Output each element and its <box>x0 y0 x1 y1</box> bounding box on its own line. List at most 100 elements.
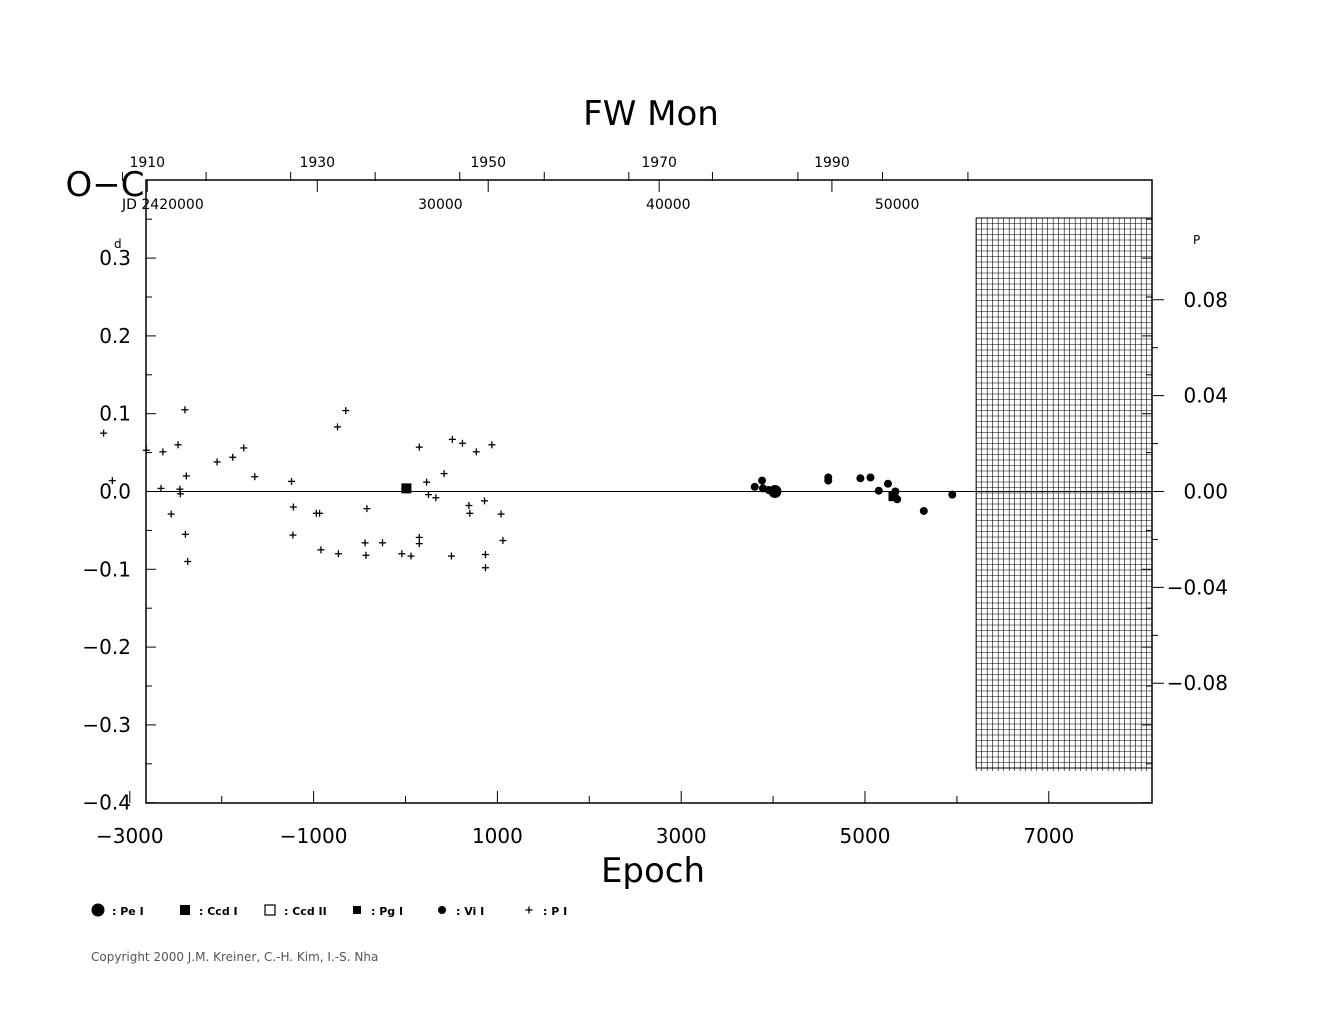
data-point <box>289 503 297 511</box>
data-point <box>181 530 189 538</box>
legend-label: : Pe I <box>112 905 144 918</box>
x-tick-label: 5000 <box>840 824 891 848</box>
x-axis-label: Epoch <box>601 851 705 891</box>
data-point <box>182 472 190 480</box>
legend-label: : Vi I <box>456 905 484 918</box>
legend-marker <box>525 906 533 914</box>
jd-label: JD 2420000 <box>121 197 204 213</box>
year-tick-label: 1950 <box>470 155 506 171</box>
data-point <box>488 441 496 449</box>
y-tick-label: −0.4 <box>82 791 131 815</box>
y-tick-label: 0.2 <box>99 324 131 348</box>
data-point <box>768 485 782 498</box>
data-point <box>333 423 341 431</box>
jd-label: 50000 <box>875 197 920 213</box>
y-tick-label: 0.1 <box>99 402 131 426</box>
data-point <box>159 448 167 456</box>
data-point <box>213 458 221 466</box>
data-point <box>424 491 432 499</box>
data-point <box>497 510 505 518</box>
year-tick-label: 1990 <box>814 155 850 171</box>
data-point <box>448 435 456 443</box>
data-point <box>874 486 883 495</box>
data-point <box>415 540 423 548</box>
right-tick-label: −0.08 <box>1167 671 1228 695</box>
legend-label: : Pg I <box>371 905 403 918</box>
data-point <box>316 509 324 517</box>
data-point <box>481 564 489 572</box>
right-tick-label: 0.04 <box>1183 384 1228 408</box>
data-point <box>317 546 325 554</box>
data-point <box>289 531 297 539</box>
data-point <box>251 473 259 481</box>
data-point <box>288 477 296 485</box>
x-tick-label: −3000 <box>96 824 164 848</box>
future-region-grid <box>975 217 1153 771</box>
data-point <box>465 502 473 510</box>
year-tick-label: 1930 <box>299 155 335 171</box>
data-point <box>750 482 759 491</box>
data-point <box>432 494 440 502</box>
chart-title: FW Mon <box>583 94 719 134</box>
data-point <box>362 551 370 559</box>
data-point <box>181 406 189 414</box>
data-point <box>167 510 175 518</box>
data-point <box>866 473 875 482</box>
jd-label: 30000 <box>418 197 463 213</box>
data-point <box>423 478 431 486</box>
data-point <box>919 506 928 515</box>
data-point <box>824 473 833 482</box>
data-point <box>363 505 371 513</box>
right-tick-label: 0.00 <box>1183 480 1228 504</box>
data-point <box>240 444 248 452</box>
legend: : Pe I: Ccd I: Ccd II: Pg I: Vi I: P I <box>91 903 567 918</box>
data-point <box>499 537 507 545</box>
data-point <box>883 479 892 488</box>
data-point <box>458 439 466 447</box>
axes: 0.3 0.2 0.1 0.0 −0.1 −0.2 −0.3 −0.4 0.08 0.04 0.00… <box>82 155 1228 848</box>
data-points <box>100 406 957 572</box>
y-tick-label: −0.3 <box>82 713 131 737</box>
data-point <box>361 539 369 547</box>
y-unit-left: d <box>114 237 122 251</box>
data-point <box>174 441 182 449</box>
year-tick-label: 1970 <box>641 155 677 171</box>
y-axis-label: O−C <box>66 165 145 205</box>
data-point <box>481 497 489 505</box>
legend-label: : P I <box>543 905 567 918</box>
data-point <box>342 407 350 415</box>
y-unit-right: P <box>1193 233 1200 247</box>
copyright-note: Copyright 2000 J.M. Kreiner, C.-H. Kim, … <box>91 950 378 964</box>
x-tick-label: 7000 <box>1023 824 1074 848</box>
data-point <box>447 552 455 560</box>
right-tick-label: −0.04 <box>1167 575 1228 599</box>
data-point <box>401 483 412 494</box>
data-point <box>415 533 423 541</box>
data-point <box>334 550 342 558</box>
x-tick-label: 1000 <box>472 824 523 848</box>
data-point <box>472 448 480 456</box>
y-tick-label: −0.2 <box>82 635 131 659</box>
legend-marker <box>180 905 190 915</box>
data-point <box>466 509 474 517</box>
y-tick-label: 0.0 <box>99 480 131 504</box>
data-point <box>229 453 237 461</box>
data-point <box>379 539 387 547</box>
data-point <box>407 552 415 560</box>
data-point <box>398 550 406 558</box>
data-point <box>108 477 116 485</box>
x-tick-label: 3000 <box>656 824 707 848</box>
legend-marker <box>264 904 276 916</box>
data-point <box>948 490 957 499</box>
y-tick-label: 0.3 <box>99 246 131 270</box>
data-point <box>415 443 423 451</box>
legend-marker <box>91 903 105 917</box>
data-point <box>142 446 150 454</box>
x-tick-label: −1000 <box>280 824 348 848</box>
data-point <box>184 558 192 566</box>
data-point <box>100 429 108 437</box>
legend-marker <box>438 906 446 914</box>
data-point <box>157 484 165 492</box>
data-point <box>888 491 899 502</box>
